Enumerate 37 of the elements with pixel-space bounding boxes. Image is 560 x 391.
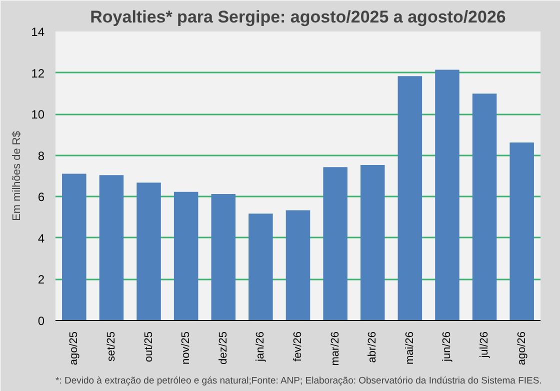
bar — [248, 214, 273, 320]
y-tick-label: 12 — [31, 66, 45, 80]
x-tick-label: ago/25 — [68, 331, 80, 366]
bar — [211, 194, 236, 320]
y-tick-label: 2 — [38, 272, 45, 287]
x-tick-label: fev/26 — [292, 331, 304, 362]
bar — [323, 167, 348, 320]
x-tick-label: jan/26 — [254, 331, 267, 362]
bar — [286, 210, 310, 320]
x-tick-label: mai/26 — [404, 331, 416, 365]
x-tick-label: jul/26 — [478, 332, 491, 359]
chart-title: Royalties* para Sergipe: agosto/2025 a agosto/2026 — [90, 8, 506, 26]
x-tick-label: dez/25 — [217, 331, 230, 365]
y-axis-title: Em milhões de R$ — [11, 131, 24, 221]
bar — [510, 142, 534, 320]
x-tick-label: mar/26 — [329, 331, 342, 366]
y-tick-label: 6 — [38, 190, 45, 204]
bar — [174, 192, 198, 320]
x-tick-label: out/25 — [142, 331, 155, 362]
y-tick-label: 0 — [38, 314, 45, 328]
bar — [360, 165, 385, 320]
bar — [99, 175, 124, 320]
x-tick-label: nov/25 — [180, 331, 192, 365]
bar — [435, 70, 460, 320]
text: *: Devido à extração de petróleo e gás natural;Fonte: ANP; Elaboração: Observatório da Indústria do Sistema FIES. — [56, 376, 542, 386]
x-tick-label: jun/26 — [441, 331, 454, 362]
y-tick-label: 4 — [38, 231, 45, 246]
x-tick-label: abr/26 — [366, 331, 379, 363]
y-tick-label: 14 — [31, 25, 45, 39]
bar — [472, 94, 497, 320]
y-tick-label: 10 — [31, 108, 45, 122]
y-tick-label: 8 — [38, 148, 45, 163]
bar — [136, 182, 161, 320]
bar — [398, 76, 422, 320]
x-tick-label: set/25 — [105, 331, 118, 362]
x-tick-label: ago/26 — [516, 331, 528, 366]
bar — [62, 174, 86, 320]
